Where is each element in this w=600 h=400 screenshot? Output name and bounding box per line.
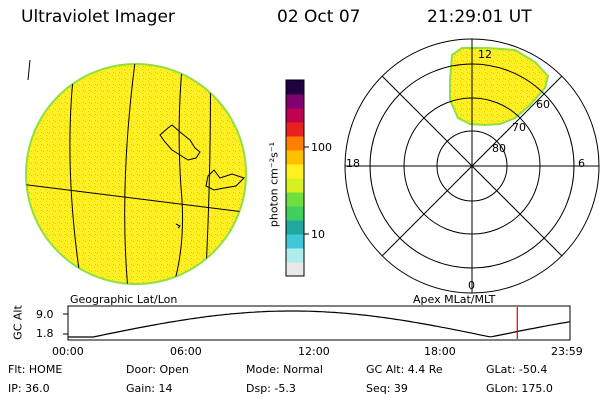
timeline-axis-label: GC Alt	[11, 305, 25, 340]
colorbar-frame	[285, 79, 305, 277]
time-label: 21:29:01 UT	[427, 7, 532, 27]
colorbar-segment	[286, 122, 304, 137]
timeline-xtick-0000: 00:00	[52, 345, 84, 358]
colorbar-segment	[286, 136, 304, 151]
status-gc-alt: GC Alt: 4.4 Re	[366, 363, 443, 376]
altitude-curve	[68, 310, 571, 338]
polar-caption: Apex MLat/MLT	[413, 293, 496, 306]
mlat-label-70: 70	[512, 121, 526, 134]
colorbar-gradient	[286, 80, 304, 277]
colorbar-segment	[286, 234, 304, 249]
status-mode: Mode: Normal	[246, 363, 323, 376]
colorbar-segment	[286, 108, 304, 123]
colorbar-tick-10: 10	[311, 228, 325, 241]
mlt-label-0: 0	[468, 279, 475, 292]
colorbar-segment	[286, 192, 304, 207]
status-glat: GLat: -50.4	[486, 363, 548, 376]
timeline-frame	[67, 305, 571, 341]
colorbar-segment	[286, 150, 304, 165]
timeline-ytick-9: 9.0	[36, 308, 54, 321]
auroral-oval-region	[449, 47, 550, 127]
timeline-xtick-1800: 18:00	[424, 345, 456, 358]
geographic-caption: Geographic Lat/Lon	[70, 293, 178, 306]
mlt-label-12: 12	[478, 48, 492, 61]
instrument-title: Ultraviolet Imager	[21, 7, 175, 27]
timeline-xtick-0600: 06:00	[170, 345, 202, 358]
polar-diagonal-2	[381, 75, 563, 257]
colorbar-segment	[286, 262, 304, 277]
status-ip: IP: 36.0	[8, 382, 50, 395]
colorbar-segment	[286, 178, 304, 193]
uv-image-disk	[25, 63, 247, 285]
timeline-ytick-1: 1.8	[36, 327, 54, 340]
mlt-label-6: 6	[578, 157, 585, 170]
colorbar-segment	[286, 164, 304, 179]
status-flt: Flt: HOME	[8, 363, 63, 376]
status-dsp: Dsp: -5.3	[246, 382, 296, 395]
timeline-xtick-1200: 12:00	[298, 345, 330, 358]
colorbar-segment	[286, 94, 304, 109]
colorbar-segment	[286, 206, 304, 221]
colorbar	[285, 79, 309, 277]
status-glon: GLon: 175.0	[486, 382, 553, 395]
colorbar-segment	[286, 220, 304, 235]
date-label: 02 Oct 07	[277, 7, 361, 27]
timeline-xtick-2359: 23:59	[551, 345, 583, 358]
status-door: Door: Open	[126, 363, 189, 376]
mlat-label-80: 80	[492, 142, 506, 155]
status-gain: Gain: 14	[126, 382, 173, 395]
colorbar-segment	[286, 80, 304, 95]
status-seq: Seq: 39	[366, 382, 408, 395]
mlat-label-60: 60	[536, 98, 550, 111]
colorbar-tick-100: 100	[311, 141, 332, 154]
mlt-label-18: 18	[346, 157, 360, 170]
colorbar-segment	[286, 248, 304, 263]
